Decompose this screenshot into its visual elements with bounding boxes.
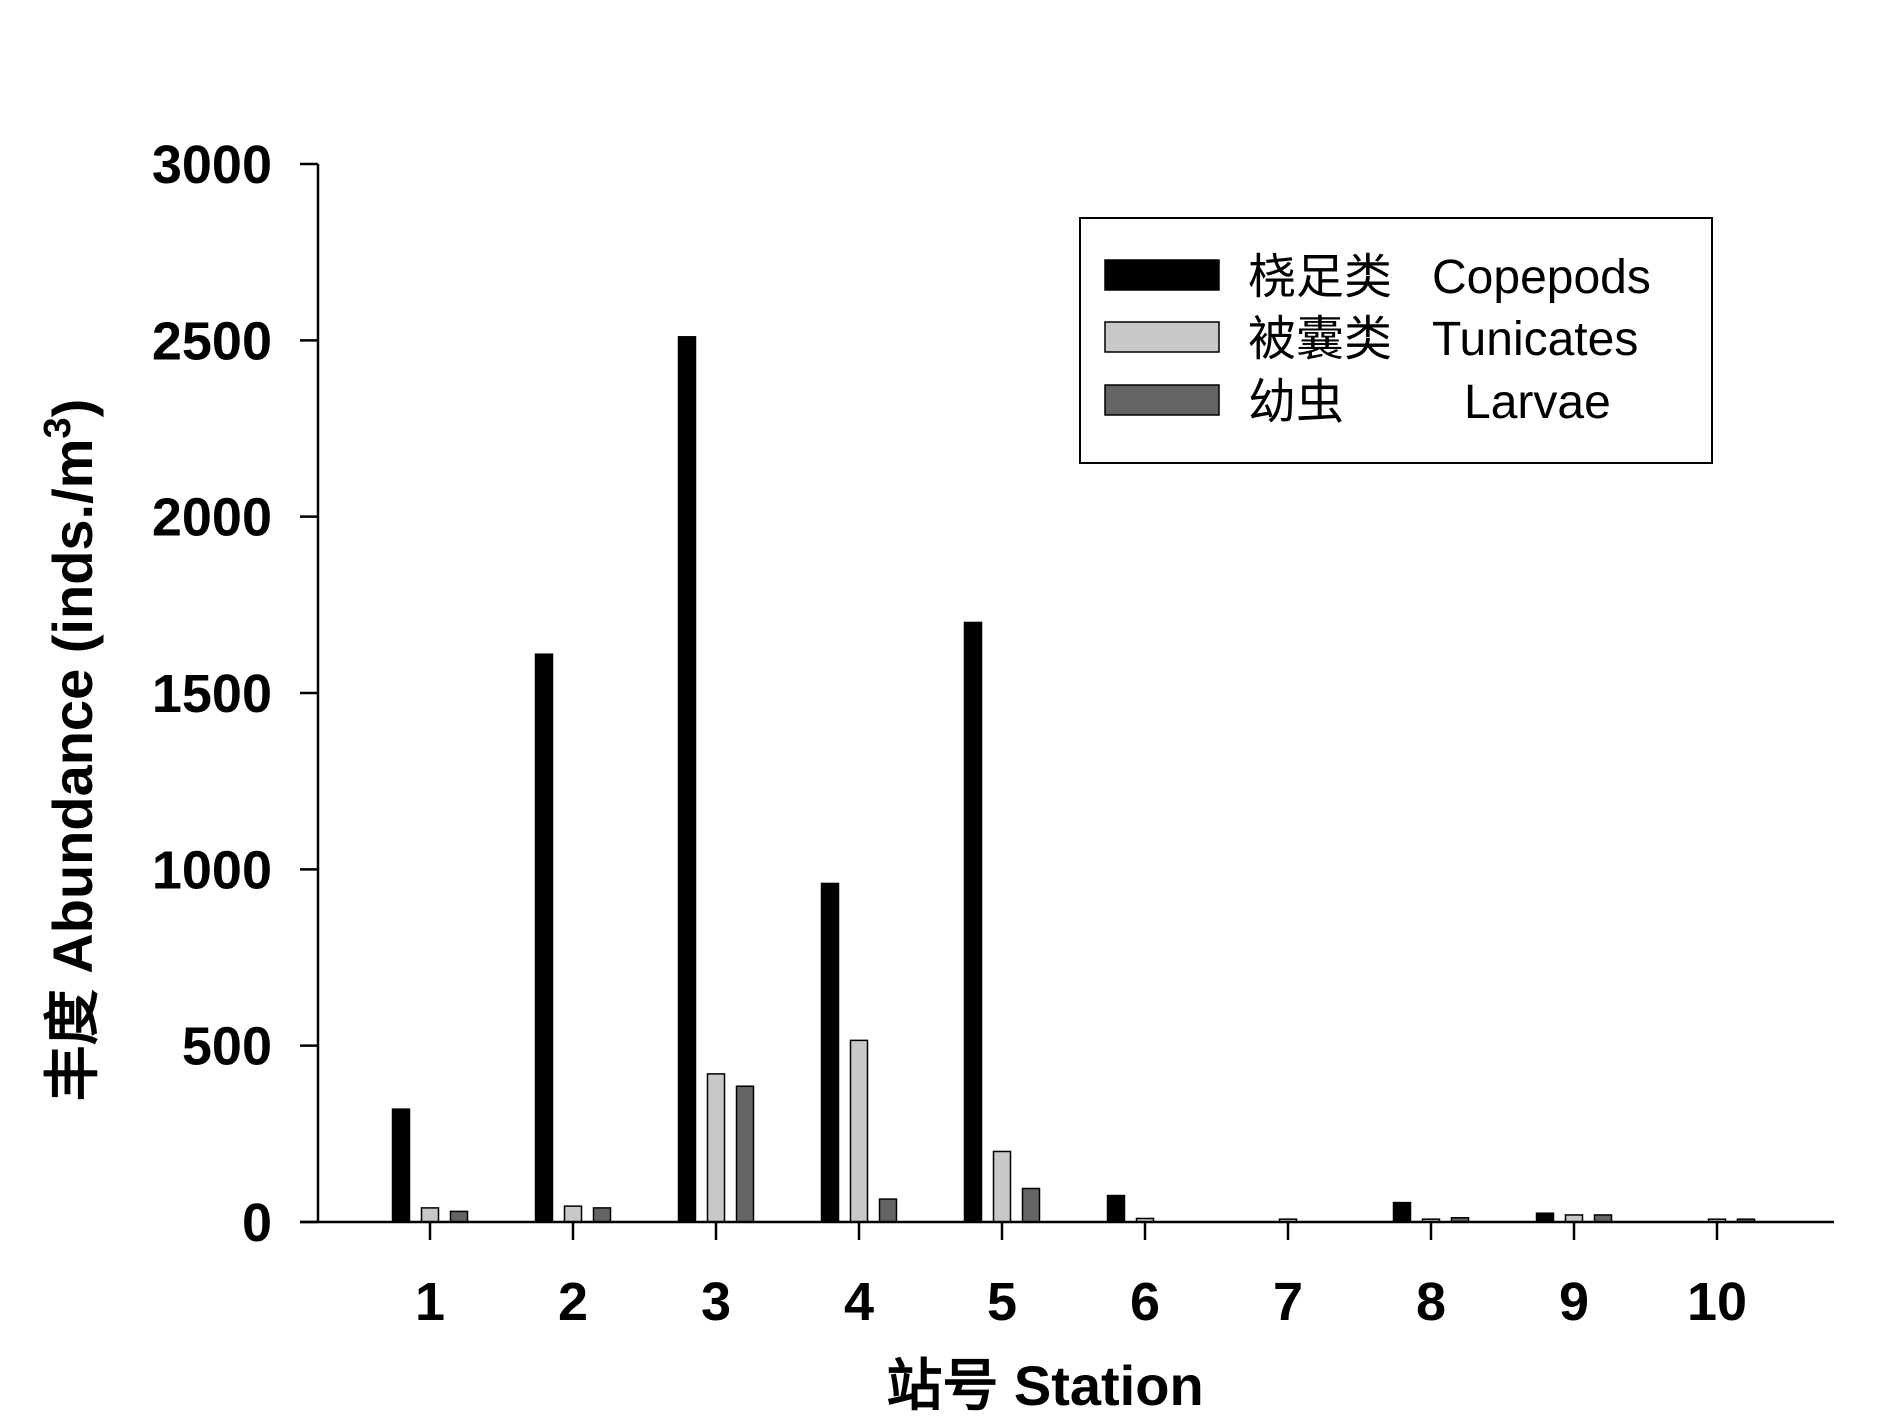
legend-swatch	[1104, 259, 1220, 291]
y-axis-title-superscript: 3	[37, 417, 79, 438]
x-tick-label: 2	[558, 1272, 588, 1332]
legend-label: 被囊类 Tunicates	[1248, 313, 1638, 366]
bar-series-3	[878, 1198, 898, 1223]
bar-series-1	[1106, 1194, 1126, 1223]
x-tick-label: 8	[1416, 1272, 1446, 1332]
y-tick-label: 1500	[152, 664, 272, 724]
legend-swatch	[1104, 384, 1220, 416]
y-tick-label: 3000	[152, 135, 272, 195]
y-tick-label: 2000	[152, 488, 272, 548]
bar-series-1	[391, 1108, 411, 1223]
bars-layer	[391, 336, 1756, 1223]
bar-series-1	[534, 653, 554, 1223]
y-axis-title-main: 丰度 Abundance (inds./m	[41, 439, 104, 1102]
x-tick-label: 5	[987, 1272, 1017, 1332]
y-tick-label: 0	[242, 1193, 272, 1253]
bar-series-3	[592, 1207, 612, 1223]
x-tick-label: 7	[1273, 1272, 1303, 1332]
bar-series-3	[735, 1085, 755, 1223]
legend-swatch	[1104, 321, 1220, 353]
legend: 桡足类 Copepods 被囊类 Tunicates 幼虫 Larvae	[1079, 217, 1713, 464]
bar-series-1	[677, 336, 697, 1223]
bar-series-1	[1535, 1212, 1555, 1223]
legend-items: 桡足类 Copepods 被囊类 Tunicates 幼虫 Larvae	[1104, 251, 1651, 429]
bar-series-3	[1021, 1187, 1041, 1223]
y-axis-title: 丰度 Abundance (inds./m3)	[37, 399, 104, 1102]
bar-series-2	[849, 1039, 869, 1223]
y-tick-label: 2500	[152, 311, 272, 371]
bar-series-2	[420, 1207, 440, 1223]
bar-series-2	[706, 1073, 726, 1223]
x-tick-label: 1	[415, 1272, 445, 1332]
x-tick-label: 3	[701, 1272, 731, 1332]
bar-series-1	[963, 621, 983, 1223]
x-tick-label: 9	[1559, 1272, 1589, 1332]
bar-series-2	[992, 1150, 1012, 1223]
ticks-layer: 0 500 1000 1500 2000 2500 3000 1 2 3 4 5 6 7 8 9 10	[152, 135, 1747, 1332]
x-tick-label: 4	[844, 1272, 874, 1332]
x-tick-label: 6	[1130, 1272, 1160, 1332]
y-axis-title-close: )	[41, 399, 104, 418]
y-tick-label: 500	[182, 1017, 272, 1077]
bar-series-2	[563, 1205, 583, 1223]
bar-series-3	[449, 1210, 469, 1223]
y-tick-label: 1000	[152, 840, 272, 900]
x-tick-label: 10	[1687, 1272, 1747, 1332]
legend-label: 幼虫 Larvae	[1248, 376, 1611, 429]
bar-series-1	[820, 882, 840, 1223]
legend-label: 桡足类 Copepods	[1248, 251, 1651, 304]
bar-series-1	[1392, 1201, 1412, 1223]
x-axis-title: 站号 Station	[886, 1354, 1203, 1417]
